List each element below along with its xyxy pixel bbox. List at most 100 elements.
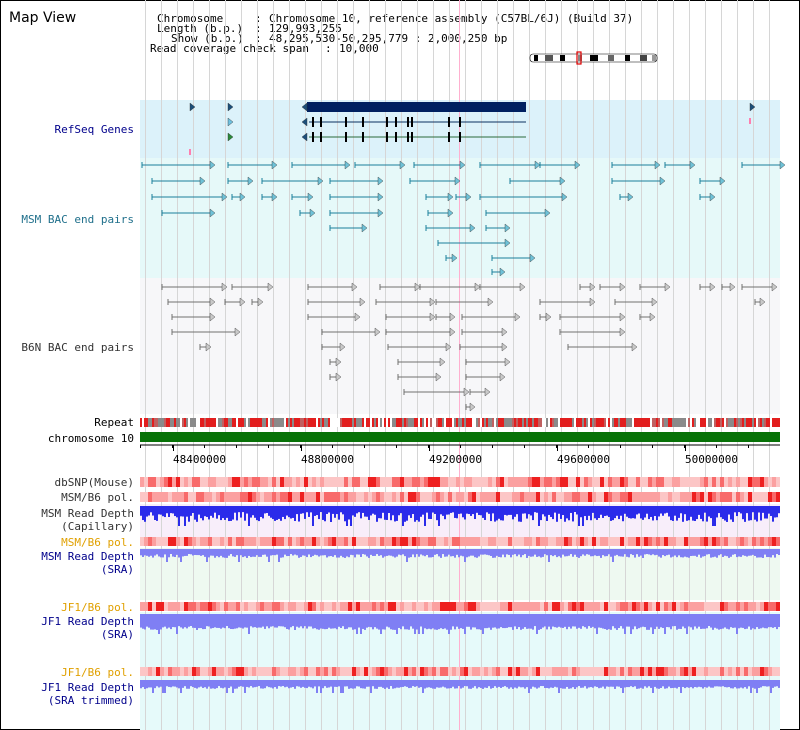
msm-b6-pol-cell	[752, 492, 756, 502]
msm-b6-pol-2-cell	[484, 537, 488, 546]
jf1-sra-depth-bar	[744, 614, 746, 630]
repeat-segment	[276, 418, 278, 427]
jf1-trimmed-depth-bar	[654, 680, 656, 687]
jf1-b6-pol-cell	[544, 602, 548, 611]
track-label-msm-b6-pol-2[interactable]: MSM/B6 pol.	[61, 536, 134, 549]
repeat-segment	[172, 418, 174, 427]
msm-capillary-depth-bar	[260, 506, 262, 517]
jf1-b6-pol-2-cell	[544, 667, 548, 676]
jf1-sra-depth-bar	[488, 614, 490, 628]
track-label-msm-depth-sra-sub[interactable]: (SRA)	[100, 563, 134, 576]
repeat-segment	[602, 418, 604, 427]
msm-sra-depth-bar	[424, 549, 426, 557]
repeat-segment	[298, 418, 300, 427]
jf1-b6-pol-2-cell	[716, 667, 720, 676]
jf1-sra-depth-bar	[442, 614, 444, 630]
track-label-jf1-b6-pol-2[interactable]: JF1/B6 pol.	[61, 666, 134, 679]
msm-capillary-depth-bar	[654, 506, 656, 517]
jf1-trimmed-depth-bar	[698, 680, 700, 687]
msm-sra-depth-bar	[734, 549, 736, 555]
msm-sra-depth-bar	[606, 549, 608, 557]
track-label-dbsnp[interactable]: dbSNP(Mouse)	[54, 476, 134, 489]
track-label-repeat[interactable]: Repeat	[94, 416, 134, 429]
msm-capillary-depth-bar	[222, 506, 224, 519]
jf1-sra-depth-bar	[212, 614, 214, 629]
track-label-msm-b6-pol[interactable]: MSM/B6 pol.	[61, 491, 134, 504]
msm-b6-pol-cell	[776, 492, 780, 502]
dbsnp-cell	[448, 477, 452, 487]
jf1-b6-pol-cell	[724, 602, 728, 611]
jf1-b6-pol-cell	[776, 602, 780, 611]
track-label-jf1-depth-trimmed[interactable]: JF1 Read Depth	[41, 681, 134, 694]
repeat-segment	[144, 418, 146, 427]
track-label-refseq-genes[interactable]: RefSeq Genes	[54, 123, 134, 136]
jf1-sra-depth-bar	[662, 614, 664, 629]
jf1-sra-depth-bar	[236, 614, 238, 629]
msm-capillary-depth-bar	[240, 506, 242, 518]
msm-sra-depth-bar	[226, 549, 228, 558]
msm-capillary-depth-bar	[180, 506, 182, 517]
repeat-segment	[418, 418, 420, 427]
axis-tick-label: 49600000	[557, 453, 610, 466]
msm-b6-pol-cell	[688, 492, 692, 502]
msm-sra-depth-bar	[480, 549, 482, 555]
jf1-trimmed-depth-bar	[580, 680, 582, 688]
track-label-msm-depth-capillary[interactable]: MSM Read Depth	[41, 507, 134, 520]
jf1-sra-depth-bar	[602, 614, 604, 629]
jf1-sra-depth-bar	[300, 614, 302, 627]
repeat-segment	[474, 418, 476, 427]
jf1-trimmed-depth-bar	[476, 680, 478, 689]
msm-capillary-depth-bar	[316, 506, 318, 516]
msm-sra-depth-bar	[620, 549, 622, 557]
b6n-bac-pair-arrow	[445, 342, 452, 352]
track-label-jf1-depth-trimmed-sub[interactable]: (SRA trimmed)	[47, 694, 134, 707]
jf1-trimmed-depth-bar	[370, 680, 372, 693]
track-label-jf1-depth-sra[interactable]: JF1 Read Depth	[41, 615, 134, 628]
track-label-msm-depth-sra[interactable]: MSM Read Depth	[41, 550, 134, 563]
track-label-b6n-bac[interactable]: B6N BAC end pairs	[21, 341, 134, 354]
msm-sra-depth-bar	[626, 549, 628, 557]
msm-capillary-depth-bar	[622, 506, 624, 522]
jf1-trimmed-depth-bar	[628, 680, 630, 688]
msm-b6-pol-cell	[552, 492, 556, 502]
msm-capillary-depth-bar	[532, 506, 534, 521]
msm-b6-pol-cell	[212, 492, 216, 502]
dbsnp-cell	[380, 477, 384, 487]
track-label-chromosome[interactable]: chromosome 10	[47, 432, 134, 445]
repeat-segment	[600, 418, 602, 427]
repeat-segment	[566, 418, 568, 427]
msm-sra-depth-bar	[352, 549, 354, 556]
msm-b6-pol-cell	[584, 492, 588, 502]
msm-capillary-depth-bar	[402, 506, 404, 526]
repeat-segment	[556, 418, 558, 427]
repeat-segment	[702, 418, 704, 427]
colon: :	[325, 42, 332, 55]
msm-capillary-depth-bar	[202, 506, 204, 521]
jf1-trimmed-depth-bar	[164, 680, 166, 693]
track-label-msm-depth-capillary-sub[interactable]: (Capillary)	[61, 520, 134, 533]
jf1-sra-depth-bar	[178, 614, 180, 627]
jf1-b6-pol-cell	[240, 602, 244, 611]
msm-b6-pol-2-cell	[232, 537, 236, 546]
msm-sra-depth-bar	[160, 549, 162, 558]
dbsnp-cell	[148, 477, 152, 487]
jf1-trimmed-depth-bar	[302, 680, 304, 687]
track-label-msm-bac[interactable]: MSM BAC end pairs	[21, 213, 134, 226]
jf1-b6-pol-2-cell	[372, 667, 376, 676]
msm-b6-pol-2-cell	[156, 537, 160, 546]
jf1-sra-depth-bar	[328, 614, 330, 628]
repeat-segment	[152, 418, 154, 427]
msm-b6-pol-cell	[600, 492, 604, 502]
jf1-trimmed-depth-bar	[318, 680, 320, 687]
track-label-jf1-b6-pol[interactable]: JF1/B6 pol.	[61, 601, 134, 614]
track-label-jf1-depth-sra-sub[interactable]: (SRA)	[100, 628, 134, 641]
repeat-segment	[624, 418, 626, 427]
msm-sra-depth-bar	[662, 549, 664, 556]
jf1-sra-depth-bar	[696, 614, 698, 629]
msm-b6-pol-2-cell	[316, 537, 320, 546]
jf1-b6-pol-2-cell	[648, 667, 652, 676]
dbsnp-cell	[320, 477, 324, 487]
msm-b6-pol-2-cell	[592, 537, 596, 546]
jf1-b6-pol-cell	[372, 602, 376, 611]
